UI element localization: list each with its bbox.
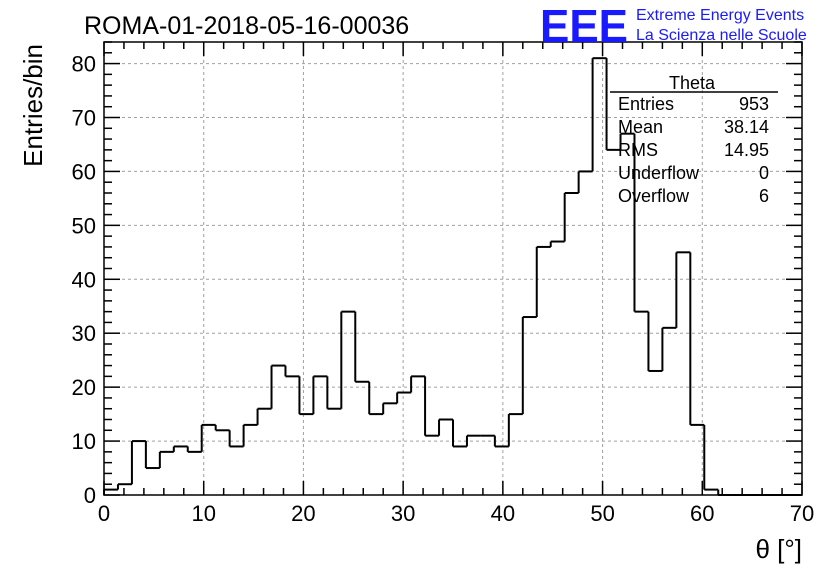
y-tick-label: 20 [72, 375, 96, 400]
y-tick-label: 80 [72, 52, 96, 77]
stats-rows: Entries 953 Mean 38.14 RMS 14.95 Underflow 0 Ove… [618, 94, 769, 206]
eee-logo-line1: Extreme Energy Events [636, 7, 804, 24]
eee-logo-line2: La Scienza nelle Scuole [636, 27, 807, 44]
y-tick-label: 60 [72, 159, 96, 184]
stats-row-label: Entries [618, 94, 674, 114]
stats-box-title: Theta [669, 73, 716, 93]
y-axis-label: Entries/bin [18, 44, 48, 167]
x-tick-label: 20 [291, 501, 315, 526]
stats-row-value: 38.14 [724, 117, 769, 137]
x-axis-label: θ [°] [755, 534, 802, 564]
chart-title: ROMA-01-2018-05-16-00036 [84, 12, 409, 40]
y-tick-label: 40 [72, 267, 96, 292]
eee-logo: EEE Extreme Energy Events La Scienza nel… [540, 0, 807, 52]
y-tick-label: 0 [84, 483, 96, 508]
stats-row-label: RMS [618, 140, 658, 160]
stats-row-label: Overflow [618, 186, 690, 206]
stats-box: Theta Entries 953 Mean 38.14 RMS 14.95 Underfl… [610, 73, 778, 206]
x-tick-label: 60 [690, 501, 714, 526]
eee-logo-mark: EEE [540, 0, 628, 52]
stats-row-label: Mean [618, 117, 663, 137]
y-tick-label: 30 [72, 321, 96, 346]
stats-row-label: Underflow [618, 163, 700, 183]
x-tick-label: 40 [491, 501, 515, 526]
stats-row-value: 0 [759, 163, 769, 183]
stats-row-value: 953 [739, 94, 769, 114]
x-tick-label: 30 [391, 501, 415, 526]
y-tick-label: 50 [72, 213, 96, 238]
x-tick-label: 70 [790, 501, 814, 526]
grid-lines [104, 42, 802, 495]
x-tick-label: 50 [590, 501, 614, 526]
axis-ticks [103, 41, 803, 496]
x-tick-label: 10 [191, 501, 215, 526]
stats-row-value: 6 [759, 186, 769, 206]
y-tick-label: 10 [72, 429, 96, 454]
x-tick-label: 0 [98, 501, 110, 526]
stats-row-value: 14.95 [724, 140, 769, 160]
y-tick-labels: 0 10 20 30 40 50 60 70 80 [72, 52, 96, 508]
x-tick-labels: 0 10 20 30 40 50 60 70 [98, 501, 814, 526]
histogram-bars [103, 57, 802, 496]
y-tick-label: 70 [72, 106, 96, 131]
